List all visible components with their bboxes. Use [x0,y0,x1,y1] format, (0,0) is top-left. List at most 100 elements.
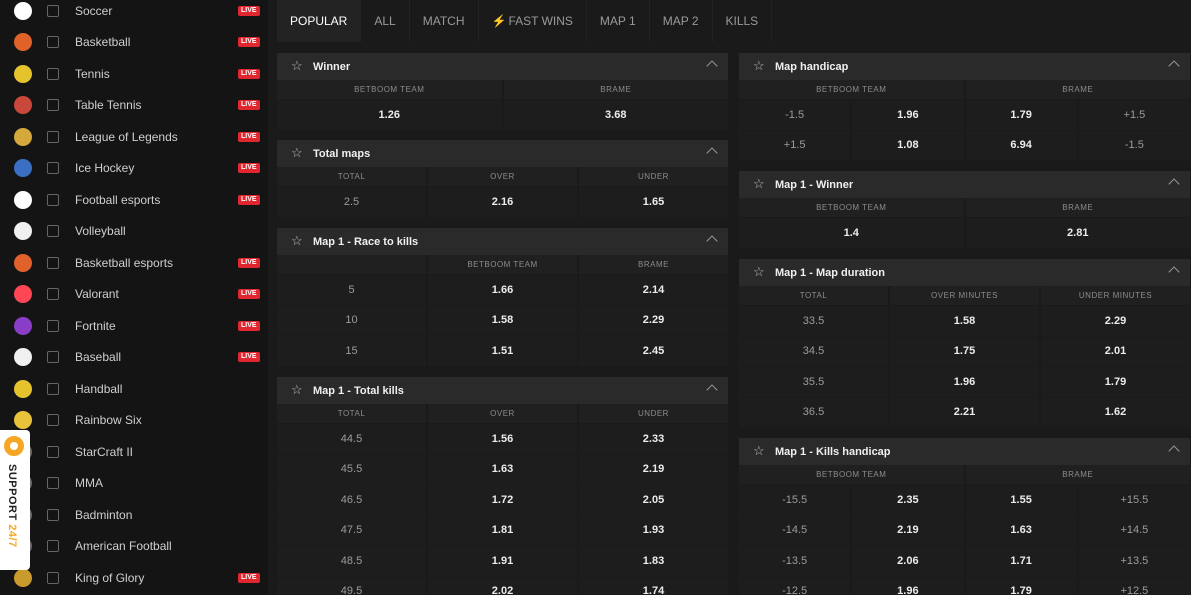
star-icon[interactable]: ☆ [753,58,765,73]
odds-button[interactable]: 2.29 [1041,306,1190,336]
sport-item[interactable]: Badminton [0,499,268,530]
odds-button[interactable]: 1.91 [428,546,579,576]
chevron-up-icon[interactable] [706,147,718,159]
sport-item[interactable]: Ice Hockey LIVE [0,152,268,183]
chevron-up-icon[interactable] [706,235,718,247]
tab-all[interactable]: ALL [361,0,410,42]
sport-checkbox[interactable] [47,287,59,300]
sport-checkbox[interactable] [47,413,59,426]
sport-checkbox[interactable] [47,571,59,584]
sport-checkbox[interactable] [47,4,59,17]
sport-item[interactable]: League of Legends LIVE [0,121,268,152]
odds-button[interactable]: 1.63 [428,454,579,484]
sport-checkbox[interactable] [47,445,59,458]
odds-button[interactable]: 1.96 [890,367,1041,397]
odds-button[interactable]: 2.81 [965,218,1190,248]
odds-button[interactable]: 2.29 [579,305,728,335]
star-icon[interactable]: ☆ [291,233,303,248]
odds-button[interactable]: 1.08 [852,130,966,160]
odds-button[interactable]: 1.79 [1041,367,1190,397]
sport-item[interactable]: Rainbow Six [0,404,268,435]
odds-button[interactable]: 6.94 [965,130,1079,160]
sport-checkbox[interactable] [47,476,59,489]
odds-button[interactable]: 2.19 [579,454,728,484]
sport-checkbox[interactable] [47,256,59,269]
sport-item[interactable]: Fortnite LIVE [0,310,268,341]
sport-item[interactable]: American Football [0,530,268,561]
chevron-up-icon[interactable] [1168,445,1180,457]
odds-button[interactable]: 1.93 [579,515,728,545]
market-header[interactable]: ☆ Map 1 - Map duration [739,259,1190,286]
sport-checkbox[interactable] [47,539,59,552]
sport-item[interactable]: Football esports LIVE [0,184,268,215]
sport-item[interactable]: Table Tennis LIVE [0,89,268,120]
odds-button[interactable]: 2.33 [579,424,728,454]
chevron-up-icon[interactable] [706,384,718,396]
odds-button[interactable]: 2.02 [428,576,579,595]
market-header[interactable]: ☆ Map 1 - Total kills [277,377,728,404]
tab-map-1[interactable]: MAP 1 [587,0,650,42]
sport-item[interactable]: Baseball LIVE [0,341,268,372]
odds-button[interactable]: 2.16 [428,187,579,217]
sport-checkbox[interactable] [47,161,59,174]
odds-button[interactable]: 1.96 [852,576,966,595]
odds-button[interactable]: 1.71 [965,546,1079,576]
star-icon[interactable]: ☆ [753,264,765,279]
chevron-up-icon[interactable] [1168,178,1180,190]
sport-checkbox[interactable] [47,98,59,111]
market-header[interactable]: ☆ Winner [277,53,728,80]
support-tab[interactable]: SUPPORT 24/7 [0,430,30,570]
odds-button[interactable]: 1.26 [277,100,504,130]
odds-button[interactable]: 1.65 [579,187,728,217]
sport-item[interactable]: King of Glory LIVE [0,562,268,593]
tab-match[interactable]: MATCH [410,0,479,42]
odds-button[interactable]: 2.14 [579,275,728,305]
star-icon[interactable]: ☆ [753,443,765,458]
odds-button[interactable]: 1.58 [890,306,1041,336]
sport-checkbox[interactable] [47,382,59,395]
star-icon[interactable]: ☆ [291,382,303,397]
odds-button[interactable]: 1.55 [965,485,1079,515]
sport-item[interactable]: Volleyball [0,215,268,246]
odds-button[interactable]: 2.06 [852,546,966,576]
odds-button[interactable]: 1.62 [1041,397,1190,427]
odds-button[interactable]: 1.56 [428,424,579,454]
odds-button[interactable]: 1.66 [428,275,579,305]
odds-button[interactable]: 1.58 [428,305,579,335]
odds-button[interactable]: 1.51 [428,336,579,366]
odds-button[interactable]: 2.05 [579,485,728,515]
tab-fast-wins[interactable]: ⚡ FAST WINS [479,0,587,42]
odds-button[interactable]: 3.68 [503,100,728,130]
star-icon[interactable]: ☆ [291,145,303,160]
odds-button[interactable]: 2.21 [890,397,1041,427]
tab-kills[interactable]: KILLS [713,0,773,42]
chevron-up-icon[interactable] [706,60,718,72]
sport-item[interactable]: Basketball LIVE [0,26,268,57]
market-header[interactable]: ☆ Total maps [277,140,728,167]
odds-button[interactable]: 2.01 [1041,336,1190,366]
star-icon[interactable]: ☆ [753,176,765,191]
sport-checkbox[interactable] [47,67,59,80]
odds-button[interactable]: 2.19 [852,515,966,545]
tab-popular[interactable]: POPULAR [277,0,362,42]
chevron-up-icon[interactable] [1168,266,1180,278]
sport-checkbox[interactable] [47,508,59,521]
sport-item[interactable]: Soccer LIVE [0,0,268,26]
odds-button[interactable]: 1.81 [428,515,579,545]
odds-button[interactable]: 2.35 [852,485,966,515]
sport-item[interactable]: Handball [0,373,268,404]
chevron-up-icon[interactable] [1168,60,1180,72]
sport-checkbox[interactable] [47,193,59,206]
sport-checkbox[interactable] [47,350,59,363]
sport-item[interactable]: Valorant LIVE [0,278,268,309]
sport-item[interactable]: Tennis LIVE [0,58,268,89]
odds-button[interactable]: 1.63 [965,515,1079,545]
sport-checkbox[interactable] [47,130,59,143]
sport-checkbox[interactable] [47,224,59,237]
tab-map-2[interactable]: MAP 2 [650,0,713,42]
odds-button[interactable]: 1.96 [852,100,966,130]
star-icon[interactable]: ☆ [291,58,303,73]
market-header[interactable]: ☆ Map 1 - Kills handicap [739,438,1190,465]
market-header[interactable]: ☆ Map handicap [739,53,1190,80]
odds-button[interactable]: 1.75 [890,336,1041,366]
